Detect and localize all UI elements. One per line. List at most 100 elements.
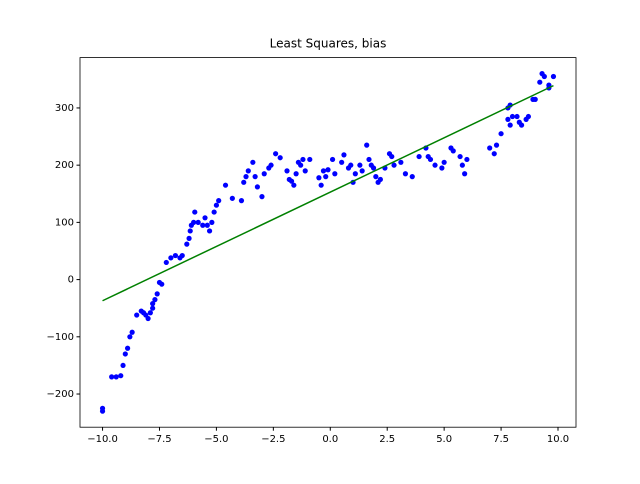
x-tick-label: −10.0 <box>87 434 118 445</box>
point <box>370 165 377 171</box>
x-tick-label: −2.5 <box>261 434 285 445</box>
point <box>300 156 306 163</box>
x-tick-label: 5.0 <box>436 434 452 445</box>
point <box>441 159 447 165</box>
x-tick-label: −7.5 <box>147 434 171 445</box>
point <box>99 408 106 414</box>
point <box>261 171 267 177</box>
point <box>252 174 258 180</box>
point <box>222 182 229 188</box>
point <box>493 142 500 148</box>
point <box>307 156 313 163</box>
point <box>402 171 409 177</box>
point <box>259 194 265 200</box>
point <box>462 171 468 177</box>
x-tick-label: 0.0 <box>322 434 338 445</box>
point <box>172 252 179 259</box>
point <box>245 168 251 174</box>
point <box>254 184 261 190</box>
point <box>120 362 126 369</box>
point <box>357 162 363 168</box>
y-tick-label: 0 <box>68 275 74 286</box>
point <box>268 162 274 168</box>
point <box>341 152 347 158</box>
point <box>318 182 324 188</box>
point <box>532 96 538 102</box>
point <box>191 219 197 225</box>
point <box>109 374 115 380</box>
point <box>113 374 119 380</box>
point <box>250 159 256 165</box>
point <box>168 255 174 261</box>
point <box>293 171 299 177</box>
point <box>134 312 140 318</box>
chart-title: Least Squares, bias <box>270 37 387 51</box>
point <box>124 345 131 351</box>
point <box>409 174 415 180</box>
point <box>487 145 493 151</box>
point <box>150 301 156 307</box>
point <box>204 222 210 228</box>
point <box>129 329 135 335</box>
point <box>537 79 543 85</box>
point <box>118 373 124 379</box>
point <box>284 168 290 174</box>
point <box>209 219 215 225</box>
y-tick-label: 200 <box>55 160 74 171</box>
point <box>147 310 153 316</box>
point <box>459 162 465 168</box>
point <box>359 168 365 174</box>
point <box>416 153 422 160</box>
point <box>187 228 193 234</box>
point <box>150 305 156 311</box>
point <box>238 198 245 204</box>
point <box>457 153 463 160</box>
point <box>216 198 222 204</box>
point <box>525 113 532 120</box>
point <box>439 165 445 171</box>
point <box>450 148 456 154</box>
point <box>273 151 279 157</box>
fit-line <box>102 84 554 302</box>
point <box>145 315 151 322</box>
point <box>389 153 395 160</box>
point <box>373 174 379 180</box>
point <box>518 122 525 128</box>
point <box>505 116 511 122</box>
point <box>291 182 297 188</box>
point <box>348 162 354 168</box>
point <box>302 168 308 174</box>
point <box>507 122 513 128</box>
point <box>202 215 208 221</box>
point <box>332 171 338 177</box>
point <box>509 113 516 120</box>
point <box>398 159 404 165</box>
point <box>432 162 438 168</box>
point <box>159 281 165 287</box>
point <box>152 297 158 303</box>
point <box>541 73 547 80</box>
point <box>184 241 190 247</box>
point <box>464 156 470 163</box>
point <box>391 162 397 168</box>
point <box>364 142 370 148</box>
point <box>154 291 160 297</box>
point <box>206 228 213 234</box>
point <box>427 156 434 163</box>
point <box>122 351 128 357</box>
point <box>298 162 304 168</box>
point <box>288 178 295 184</box>
point <box>195 219 201 225</box>
point <box>366 156 372 163</box>
point <box>377 176 383 183</box>
point <box>179 252 185 259</box>
x-tick-label: 7.5 <box>493 434 509 445</box>
point <box>550 73 557 80</box>
point <box>163 259 169 266</box>
point <box>498 131 504 137</box>
point <box>200 222 206 228</box>
point <box>514 113 520 120</box>
point <box>277 155 283 161</box>
